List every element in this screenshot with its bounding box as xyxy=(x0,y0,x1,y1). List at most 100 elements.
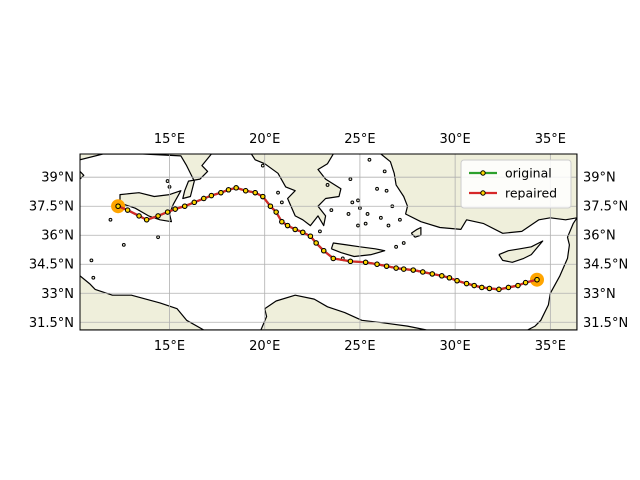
series-point-repaired xyxy=(410,267,416,273)
x-tick-label-bottom: 20°E xyxy=(249,339,280,354)
legend-label-original: original xyxy=(505,166,552,181)
land-italy xyxy=(80,154,233,200)
series-point-repaired xyxy=(242,188,249,194)
island xyxy=(318,229,322,234)
y-tick-label-left: 31.5°N xyxy=(29,316,74,331)
y-tick-label-left: 36°N xyxy=(41,229,74,244)
series-point-repaired xyxy=(208,192,215,199)
island xyxy=(394,244,398,249)
island xyxy=(89,258,94,263)
land-crete xyxy=(330,242,386,258)
legend-label-repaired: repaired xyxy=(505,186,557,201)
island xyxy=(165,179,170,183)
legend-marker xyxy=(480,170,486,176)
series-point-repaired xyxy=(273,209,279,215)
series-point-repaired xyxy=(136,213,142,219)
island xyxy=(156,235,160,240)
map-frame xyxy=(79,153,578,331)
island xyxy=(367,157,372,162)
island xyxy=(108,217,113,222)
series-point-repaired xyxy=(534,277,540,283)
series-point-repaired xyxy=(172,206,178,212)
tick-labels: 15°E 15°E 20°E 20°E 25°E 25°E 30°E 30°E 35°E 35°E… xyxy=(29,132,628,354)
x-tick-label-bottom: 25°E xyxy=(344,339,375,354)
y-tick-label-left: 39°N xyxy=(41,171,74,186)
island xyxy=(325,183,330,187)
island xyxy=(356,223,360,228)
island xyxy=(91,275,96,280)
y-tick-label-right: 37.5°N xyxy=(583,200,628,215)
y-tick-label-right: 34.5°N xyxy=(583,258,628,273)
island xyxy=(398,217,402,222)
y-tick-label-left: 34.5°N xyxy=(29,258,74,273)
island xyxy=(375,186,379,191)
island xyxy=(401,241,406,245)
island xyxy=(279,200,284,205)
series-point-repaired xyxy=(496,286,502,293)
x-tick-label-bottom: 15°E xyxy=(154,339,185,354)
series-point-repaired xyxy=(260,193,266,200)
island xyxy=(365,212,370,216)
y-tick-label-left: 33°N xyxy=(41,287,74,302)
series-point-repaired xyxy=(383,263,390,269)
y-tick-label-right: 39°N xyxy=(583,171,616,186)
island xyxy=(276,190,280,195)
land-balkans-greece xyxy=(232,154,342,227)
x-tick-label-bottom: 30°E xyxy=(439,339,470,354)
series-point-repaired xyxy=(454,277,460,284)
series-point-repaired xyxy=(201,195,207,202)
series-point-repaired xyxy=(446,275,453,281)
series-point-repaired xyxy=(191,199,197,206)
legend-marker xyxy=(480,190,486,196)
land-rhodes xyxy=(410,226,422,238)
x-tick-label-top: 35°E xyxy=(535,132,566,147)
island xyxy=(378,215,383,220)
island xyxy=(260,163,265,168)
series-point-repaired xyxy=(429,271,435,277)
island xyxy=(363,221,368,226)
series-point-repaired xyxy=(463,280,470,287)
series-point-repaired xyxy=(471,282,477,289)
series-point-repaired xyxy=(307,233,314,239)
island xyxy=(329,208,334,212)
series-point-repaired xyxy=(143,217,150,223)
series-point-repaired xyxy=(362,259,369,266)
island xyxy=(121,243,126,247)
y-tick-label-right: 36°N xyxy=(583,229,616,244)
series-point-repaired xyxy=(300,229,306,236)
series-point-repaired xyxy=(252,189,258,196)
series-point-repaired xyxy=(330,255,336,262)
series-point-repaired xyxy=(267,203,274,209)
series-point-repaired xyxy=(313,240,319,246)
series-point-repaired xyxy=(218,189,224,196)
island xyxy=(382,169,387,174)
island xyxy=(384,188,389,193)
series-point-repaired xyxy=(347,258,354,265)
series-point-repaired xyxy=(182,203,188,209)
land-africa xyxy=(80,217,577,330)
series-point-repaired xyxy=(439,273,445,279)
x-tick-label-bottom: 35°E xyxy=(535,339,566,354)
land-cyprus xyxy=(498,240,544,263)
x-tick-label-top: 30°E xyxy=(439,132,470,147)
series-point-repaired xyxy=(164,209,171,215)
series-point-repaired xyxy=(401,266,407,272)
island xyxy=(386,223,391,228)
x-tick-label-top: 20°E xyxy=(249,132,280,147)
y-tick-label-right: 33°N xyxy=(583,287,616,302)
x-tick-label-top: 15°E xyxy=(154,132,185,147)
series-point-repaired xyxy=(393,265,399,271)
series-point-repaired xyxy=(321,248,327,254)
gridlines xyxy=(80,154,577,330)
series-point-repaired xyxy=(420,269,426,275)
legend: original repaired xyxy=(460,159,572,209)
series-point-repaired xyxy=(115,203,121,209)
series-point-repaired xyxy=(279,218,285,225)
island xyxy=(348,177,353,182)
series-point-repaired xyxy=(124,207,131,213)
series-point-repaired xyxy=(515,282,521,289)
y-tick-label-left: 37.5°N xyxy=(29,200,74,215)
series-point-repaired xyxy=(284,222,291,229)
track-layer xyxy=(111,185,545,293)
